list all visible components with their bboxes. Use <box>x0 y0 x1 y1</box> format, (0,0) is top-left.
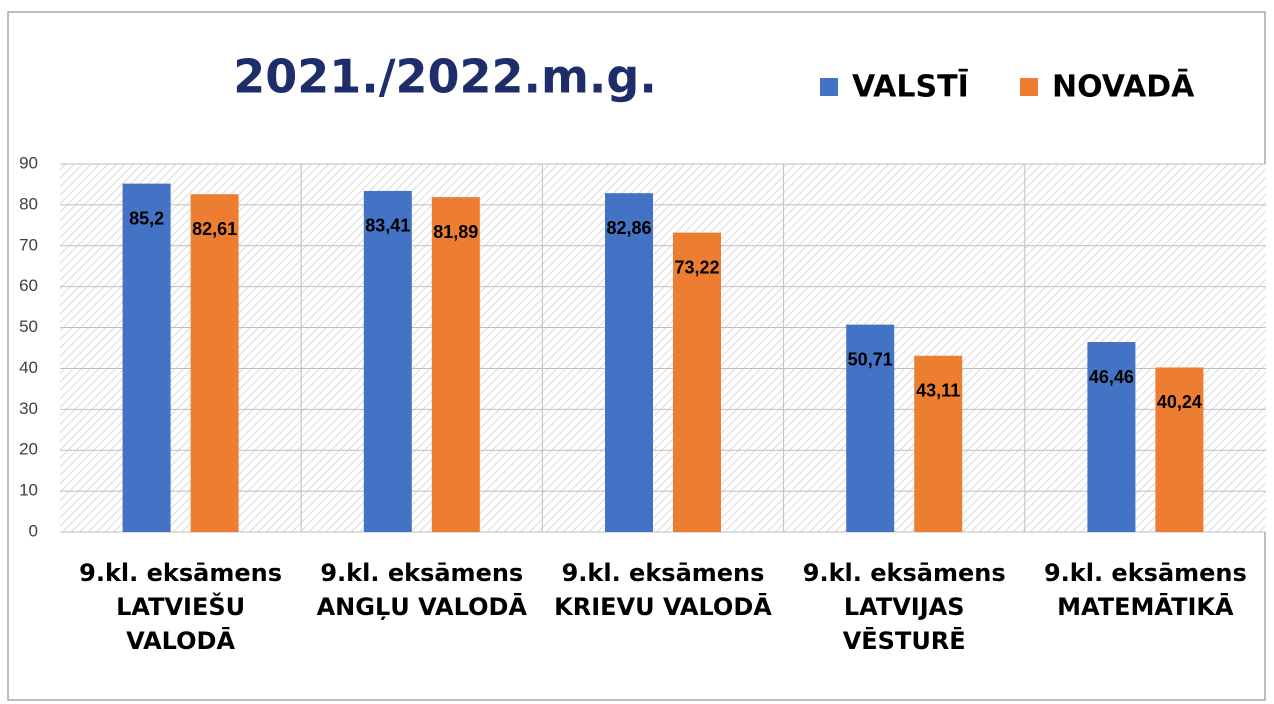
bar <box>605 193 653 532</box>
x-tick-label: 9.kl. eksāmens LATVIEŠU VALODĀ <box>79 559 283 655</box>
data-label: 83,41 <box>365 216 410 236</box>
bar <box>1155 367 1204 532</box>
legend-label: VALSTĪ <box>852 69 969 105</box>
x-tick-label: 9.kl. eksāmens MATEMĀTIKĀ <box>1043 559 1247 621</box>
bar <box>673 232 721 532</box>
y-tick-label: 40 <box>19 358 38 377</box>
bar <box>1087 342 1136 532</box>
x-tick-label: 9.kl. eksāmens LATVIJAS VĒSTURĒ <box>802 559 1006 655</box>
data-label: 40,24 <box>1157 392 1202 412</box>
y-tick-label: 90 <box>19 153 38 172</box>
bar <box>363 190 412 532</box>
legend-swatch <box>820 78 838 96</box>
data-label: 82,61 <box>192 219 237 239</box>
y-tick-label: 0 <box>29 521 38 540</box>
x-tick-label: 9.kl. eksāmens ANGĻU VALODĀ <box>316 559 527 621</box>
x-tick-label: 9.kl. eksāmens KRIEVU VALODĀ <box>554 559 772 621</box>
bar <box>190 194 239 532</box>
data-label: 85,2 <box>129 208 164 228</box>
y-tick-label: 60 <box>19 276 38 295</box>
bar <box>846 324 895 532</box>
data-label: 50,71 <box>848 349 893 369</box>
data-label: 43,11 <box>916 380 960 400</box>
legend-label: NOVADĀ <box>1052 69 1195 105</box>
y-tick-label: 30 <box>19 399 38 418</box>
bar <box>122 183 171 533</box>
y-tick-label: 80 <box>19 194 38 213</box>
legend-swatch <box>1020 78 1038 96</box>
bar <box>431 197 480 532</box>
data-label: 82,86 <box>606 218 651 238</box>
chart-title: 2021./2022.m.g. <box>233 50 657 104</box>
plot-background <box>60 164 1266 532</box>
data-label: 81,89 <box>433 222 478 242</box>
y-tick-label: 70 <box>19 235 38 254</box>
y-tick-label: 50 <box>19 317 38 336</box>
y-tick-label: 10 <box>19 481 38 500</box>
data-label: 46,46 <box>1089 367 1134 387</box>
y-tick-label: 20 <box>19 440 38 459</box>
data-label: 73,22 <box>674 257 719 277</box>
bar <box>914 355 963 532</box>
